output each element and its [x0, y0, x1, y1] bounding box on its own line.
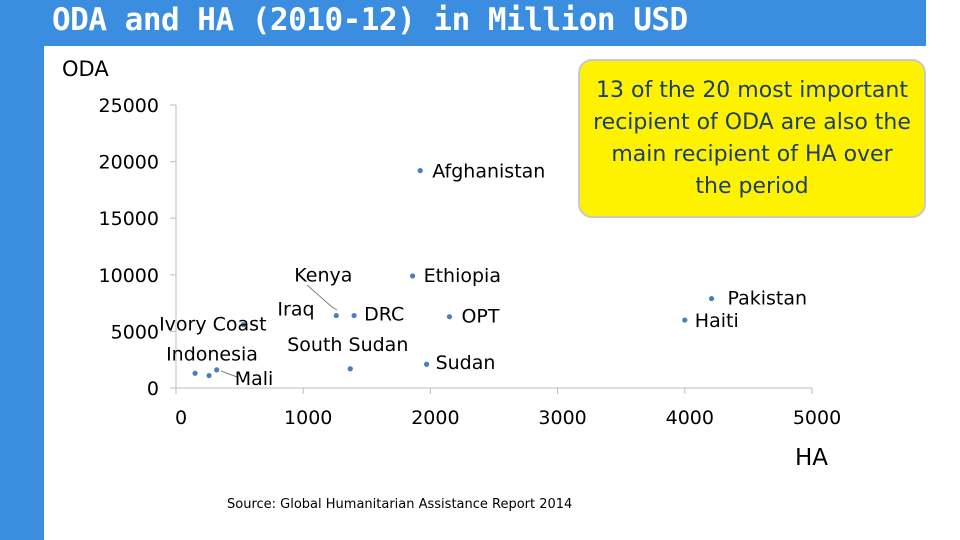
data-point-opt — [446, 314, 453, 320]
y-tick-label: 5000 — [111, 321, 159, 343]
data-point-kenya — [333, 312, 339, 319]
y-tick-label: 25000 — [99, 95, 159, 117]
data-label-haiti: Haiti — [695, 310, 739, 332]
data-point-ethiopia — [409, 273, 416, 279]
data-point-afghanistan — [417, 168, 423, 174]
data-point-pakistan — [708, 295, 715, 302]
data-label-pakistan: Pakistan — [728, 288, 808, 310]
title-bar: ODA and HA (2010-12) in Million USD — [44, 0, 926, 46]
x-tick-label: 3000 — [538, 407, 586, 429]
data-label-opt: OPT — [461, 306, 499, 328]
x-tick-label: 1000 — [284, 407, 332, 429]
y-tick-label: 15000 — [99, 208, 159, 230]
data-point-indonesia — [206, 372, 212, 379]
data-point-sudan — [423, 361, 430, 367]
data-label-kenya: Kenya — [294, 265, 352, 287]
callout-box: 13 of the 20 most important recipient of… — [578, 59, 926, 218]
mali-leader-line — [220, 370, 238, 378]
data-label-ivory-coast: Ivory Coast — [159, 313, 266, 335]
data-label-south-sudan: South Sudan — [287, 334, 408, 356]
x-tick-label: 4000 — [666, 407, 714, 429]
data-label-afghanistan: Afghanistan — [432, 161, 545, 183]
x-tick-label: 0 — [175, 407, 187, 429]
data-label-sudan: Sudan — [436, 352, 496, 374]
left-accent-bar — [0, 0, 44, 540]
data-label-indonesia: Indonesia — [166, 344, 258, 366]
data-label-drc: DRC — [364, 304, 404, 326]
data-point-haiti — [682, 317, 688, 323]
data-point-iraq — [240, 322, 247, 328]
data-point-mali — [214, 367, 220, 373]
y-axis-label: ODA — [62, 57, 109, 81]
page-title: ODA and HA (2010-12) in Million USD — [52, 2, 688, 38]
kenya-leader-line — [306, 284, 338, 311]
x-tick-label: 2000 — [411, 407, 459, 429]
y-tick-label: 10000 — [99, 265, 159, 287]
data-point-drc — [351, 312, 357, 319]
data-label-iraq: Iraq — [277, 299, 314, 321]
x-tick-label: 5000 — [793, 407, 841, 429]
data-label-ethiopia: Ethiopia — [424, 265, 501, 287]
data-point-ivory-coast — [192, 370, 198, 376]
source-note: Source: Global Humanitarian Assistance R… — [227, 497, 573, 512]
data-label-mali: Mali — [235, 368, 274, 390]
data-point-south-sudan — [347, 366, 353, 372]
y-tick-label: 0 — [147, 378, 159, 400]
x-axis-label: HA — [795, 445, 828, 471]
y-tick-label: 20000 — [99, 152, 159, 174]
callout-text: 13 of the 20 most important recipient of… — [593, 77, 911, 199]
